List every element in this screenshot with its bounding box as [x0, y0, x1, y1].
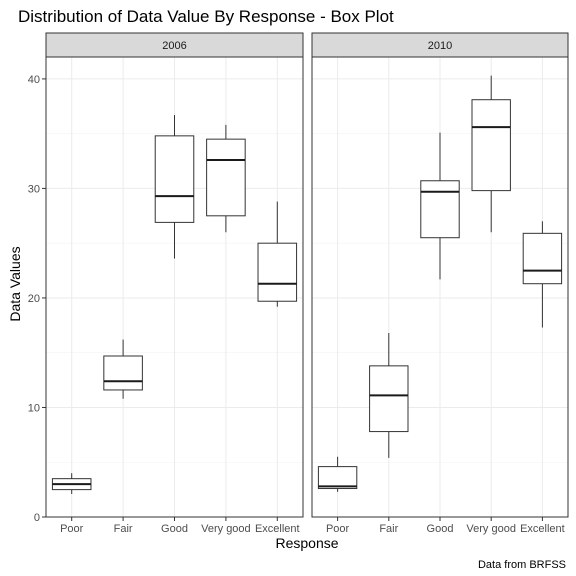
y-tick-label-40: 40 — [28, 74, 40, 86]
chart-title: Distribution of Data Value By Response -… — [18, 7, 394, 26]
box-body — [206, 138, 246, 217]
box-2006-fair — [103, 339, 143, 399]
panel-2010: 2010 Poor Fair Good Very good Excellent — [311, 32, 569, 535]
x-tick-label-good: Good — [427, 523, 454, 535]
x-tick-label-fair: Fair — [114, 523, 133, 535]
box-2006-excellent — [257, 201, 298, 307]
y-tick-label-0: 0 — [34, 512, 40, 524]
box-2006-poor — [51, 473, 92, 494]
panel-2006: 2006 Poor Fair Good Very good Excellent — [45, 32, 304, 535]
x-tick-label-very-good: Very good — [201, 523, 251, 535]
x-tick-label-excellent: Excellent — [255, 523, 300, 535]
facet-strip — [45, 32, 304, 58]
box-body — [369, 365, 409, 433]
box-body — [257, 242, 298, 302]
y-tick-label-20: 20 — [28, 293, 40, 305]
y-axis-label: Data Values — [7, 246, 23, 321]
box-2010-fair — [369, 333, 409, 458]
facet-strip-label: 2010 — [428, 40, 452, 52]
box-body — [420, 180, 460, 239]
facet-strip — [311, 32, 569, 58]
x-tick-label-very-good: Very good — [466, 523, 516, 535]
box-body — [103, 355, 143, 391]
caption: Data from BRFSS — [478, 559, 566, 571]
y-axis: 0 10 20 30 40 — [28, 74, 46, 524]
box-2010-excellent — [522, 221, 563, 328]
x-axis-label: Response — [275, 535, 338, 551]
x-tick-label-poor: Poor — [60, 523, 84, 535]
box-body — [317, 466, 358, 490]
box-2006-good — [154, 115, 195, 259]
x-tick-label-excellent: Excellent — [520, 523, 565, 535]
box-body — [471, 99, 511, 192]
box-2010-poor — [317, 456, 358, 492]
facet-strip-label: 2006 — [162, 40, 186, 52]
facet-panels: 2006 Poor Fair Good Very good Excellent 2010 Po… — [45, 32, 569, 535]
box-2010-good — [420, 132, 460, 280]
y-tick-label-30: 30 — [28, 183, 40, 195]
box-2010-very-good — [471, 75, 511, 233]
box-body — [522, 232, 563, 285]
x-tick-label-poor: Poor — [326, 523, 350, 535]
y-tick-label-10: 10 — [28, 402, 40, 414]
x-tick-label-good: Good — [161, 523, 188, 535]
x-tick-label-fair: Fair — [379, 523, 398, 535]
box-2006-very-good — [206, 124, 246, 233]
box-body — [154, 135, 195, 223]
